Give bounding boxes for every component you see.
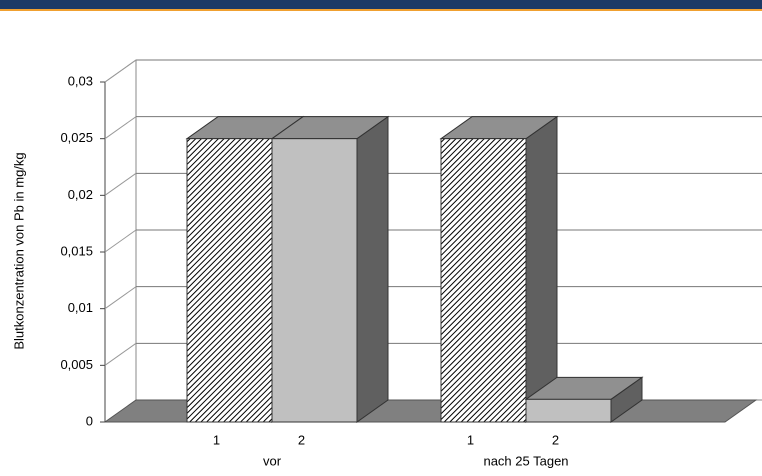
y-tick-label: 0,02: [68, 187, 93, 202]
grid-line: [104, 342, 137, 366]
group-label: vor: [263, 453, 282, 468]
group-label: nach 25 Tagen: [483, 453, 568, 468]
grid-line: [104, 59, 137, 83]
y-tick-label: 0,025: [60, 130, 93, 145]
bar-label: 1: [213, 432, 220, 447]
bar-label: 2: [298, 432, 305, 447]
bar: [271, 138, 358, 423]
y-tick-label: 0,005: [60, 357, 93, 372]
grid-line: [104, 286, 137, 310]
y-axis-label: Blutkonzentration von Pb in mg/kg: [11, 152, 26, 349]
y-tick-label: 0,03: [68, 73, 93, 88]
bar: [525, 398, 612, 423]
header-accent: [0, 9, 762, 11]
grid-line: [104, 172, 137, 196]
bar-label: 1: [467, 432, 474, 447]
bar-side: [525, 115, 558, 423]
grid-line: [104, 116, 137, 140]
bar-side: [356, 115, 389, 423]
grid-line: [104, 229, 137, 253]
y-tick-label: 0,01: [68, 300, 93, 315]
header-bar: [0, 0, 762, 9]
y-tick-label: 0,015: [60, 243, 93, 258]
y-tick-label: 0: [86, 413, 93, 428]
bar: [440, 138, 527, 423]
bar-label: 2: [552, 432, 559, 447]
bar: [186, 138, 273, 423]
